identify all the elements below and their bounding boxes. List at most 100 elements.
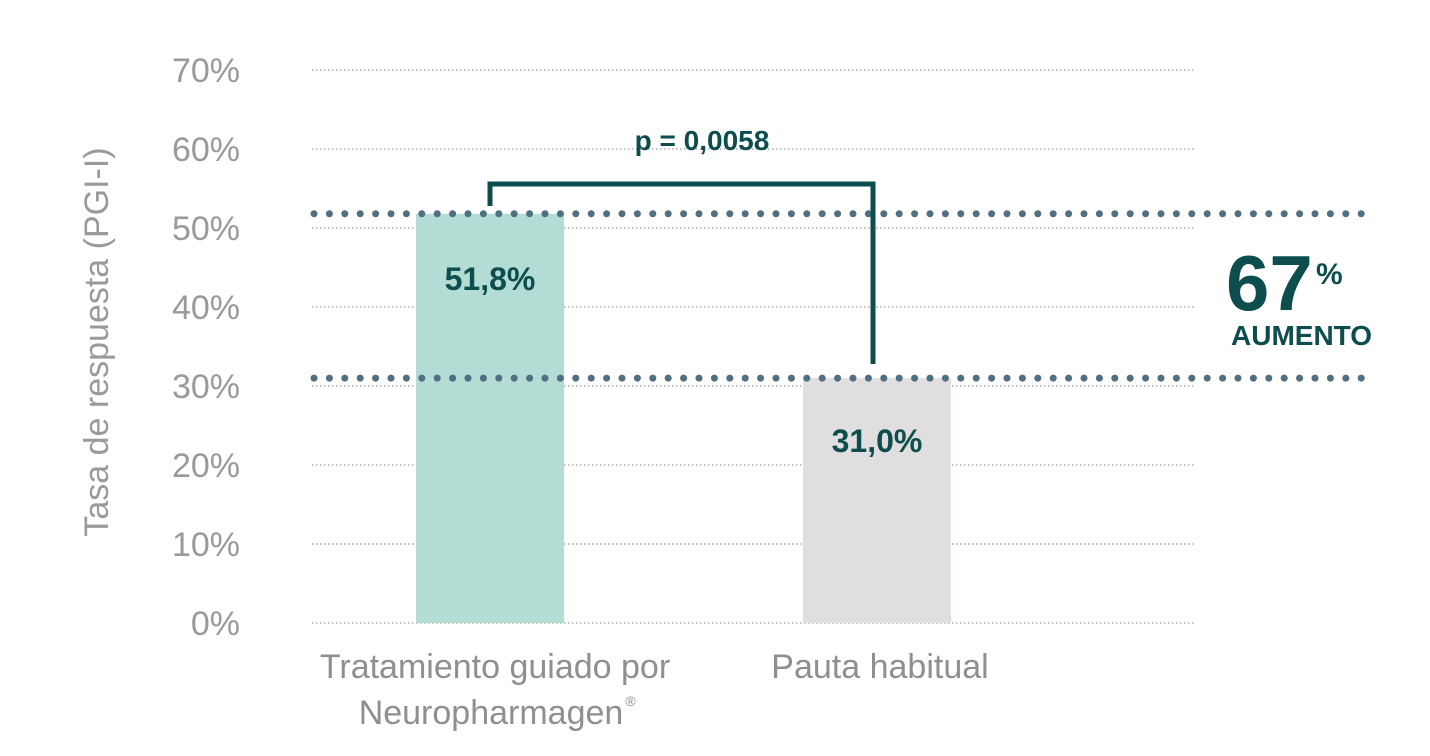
- reference-dot: [680, 374, 688, 382]
- reference-dot: [587, 210, 595, 218]
- reference-dot: [464, 374, 472, 382]
- bar-value-label: 31,0%: [832, 423, 923, 459]
- y-axis-label: Tasa de respuesta (PGI-I): [78, 147, 116, 536]
- reference-dot: [1234, 374, 1242, 382]
- reference-dot: [341, 374, 349, 382]
- reference-dot: [356, 374, 364, 382]
- reference-dot: [418, 374, 426, 382]
- reference-dot: [1188, 374, 1196, 382]
- reference-dot: [741, 374, 749, 382]
- reference-dot: [664, 374, 672, 382]
- reference-dot: [1203, 210, 1211, 218]
- reference-dot: [1034, 210, 1042, 218]
- increase-percent-symbol: %: [1316, 258, 1343, 291]
- reference-dot: [818, 210, 826, 218]
- reference-dot: [433, 210, 441, 218]
- bracket-line: [487, 181, 876, 364]
- reference-dot: [433, 374, 441, 382]
- reference-dot: [572, 374, 580, 382]
- reference-dot: [1111, 210, 1119, 218]
- reference-dot: [803, 374, 811, 382]
- reference-dot: [372, 210, 380, 218]
- reference-dot: [1249, 210, 1257, 218]
- reference-dot: [526, 374, 534, 382]
- y-tick-label: 40%: [172, 289, 240, 327]
- reference-dot: [479, 210, 487, 218]
- reference-dot: [834, 374, 842, 382]
- reference-dot: [849, 210, 857, 218]
- reference-dot: [1172, 210, 1180, 218]
- reference-dot: [895, 374, 903, 382]
- reference-dot: [741, 210, 749, 218]
- reference-dot: [1219, 374, 1227, 382]
- reference-dot: [603, 210, 611, 218]
- reference-dot: [649, 210, 657, 218]
- reference-dot: [618, 210, 626, 218]
- reference-dot: [726, 210, 734, 218]
- reference-dot: [418, 210, 426, 218]
- increase-label: AUMENTO: [1231, 320, 1372, 351]
- reference-dot: [911, 210, 919, 218]
- reference-dot: [972, 210, 980, 218]
- reference-dot: [772, 210, 780, 218]
- reference-dot: [310, 374, 318, 382]
- reference-dot: [387, 210, 395, 218]
- y-tick-label: 50%: [172, 210, 240, 248]
- bars: 51,8% 31,0%: [416, 213, 951, 623]
- y-tick-label: 70%: [172, 52, 240, 90]
- reference-dot: [1219, 210, 1227, 218]
- reference-dot: [325, 210, 333, 218]
- category-label-line2: Neuropharmagen: [359, 694, 624, 732]
- reference-dot: [1018, 374, 1026, 382]
- reference-dot: [957, 374, 965, 382]
- reference-dot: [757, 374, 765, 382]
- reference-dot: [1142, 210, 1150, 218]
- reference-dot: [1265, 374, 1273, 382]
- reference-dot: [1280, 374, 1288, 382]
- reference-dot: [1172, 374, 1180, 382]
- reference-dot: [972, 374, 980, 382]
- registered-mark: ®: [625, 693, 636, 709]
- reference-dot: [1265, 210, 1273, 218]
- reference-dot: [526, 210, 534, 218]
- reference-dot: [1126, 210, 1134, 218]
- reference-dot: [941, 210, 949, 218]
- y-tick-label: 60%: [172, 131, 240, 169]
- reference-dot: [402, 210, 410, 218]
- reference-dot: [957, 210, 965, 218]
- reference-dot: [387, 374, 395, 382]
- reference-dot: [449, 374, 457, 382]
- reference-dot: [818, 374, 826, 382]
- reference-dot: [587, 374, 595, 382]
- reference-dot: [695, 210, 703, 218]
- reference-dot: [510, 210, 518, 218]
- reference-dot: [1049, 374, 1057, 382]
- reference-dot: [988, 210, 996, 218]
- bar: [416, 213, 564, 623]
- reference-dot: [710, 210, 718, 218]
- reference-dot: [772, 374, 780, 382]
- category-label: Pauta habitual: [771, 648, 988, 686]
- y-tick-label: 30%: [172, 368, 240, 406]
- reference-line: [310, 374, 1365, 382]
- gridlines: [312, 69, 1196, 624]
- bar: [803, 378, 951, 623]
- reference-dot: [1142, 374, 1150, 382]
- reference-dot: [633, 210, 641, 218]
- reference-dot: [1018, 210, 1026, 218]
- reference-dot: [1296, 210, 1304, 218]
- reference-dot: [1003, 374, 1011, 382]
- reference-dot: [1003, 210, 1011, 218]
- increase-number: 67: [1226, 239, 1313, 327]
- reference-dot: [710, 374, 718, 382]
- reference-dot: [556, 210, 564, 218]
- reference-dot: [603, 374, 611, 382]
- reference-dot: [1296, 374, 1304, 382]
- reference-dot: [1065, 374, 1073, 382]
- reference-dot: [325, 374, 333, 382]
- reference-dot: [787, 210, 795, 218]
- reference-dot: [849, 374, 857, 382]
- reference-dot: [1188, 210, 1196, 218]
- reference-dot: [803, 210, 811, 218]
